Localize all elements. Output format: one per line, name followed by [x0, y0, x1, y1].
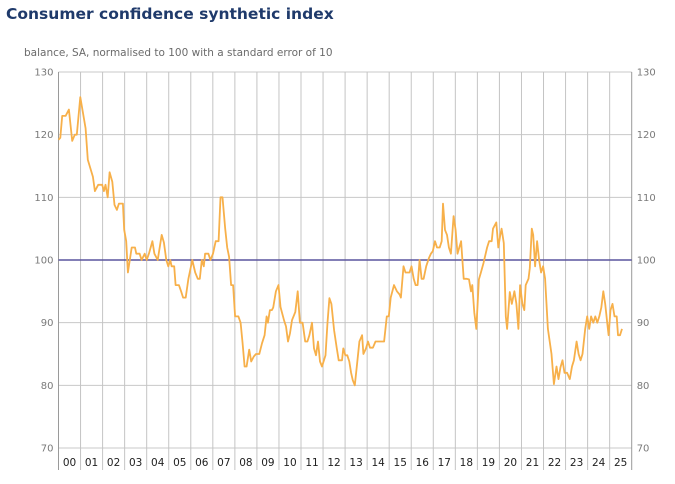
x-tick-label: 10	[283, 457, 296, 469]
chart-title: Consumer confidence synthetic index	[6, 5, 334, 23]
y-tick-label-right: 100	[637, 256, 656, 267]
y-tick-label-right: 120	[637, 130, 656, 141]
x-tick-label: 03	[129, 457, 142, 469]
grid	[58, 71, 633, 470]
x-tick-label: 12	[327, 457, 340, 469]
y-tick-label-left: 70	[41, 444, 54, 455]
x-tick-label: 22	[548, 457, 561, 469]
x-tick-label: 23	[570, 457, 583, 469]
y-tick-label-left: 90	[41, 318, 54, 329]
y-tick-label-right: 80	[637, 381, 650, 392]
series-line	[57, 96, 623, 387]
y-tick-label-right: 70	[637, 444, 650, 455]
x-tick-label: 18	[460, 457, 473, 469]
x-tick-label: 20	[504, 457, 517, 469]
x-tick-label: 21	[526, 457, 539, 469]
x-tick-label: 19	[482, 457, 495, 469]
x-tick-label: 07	[217, 457, 230, 469]
x-tick-label: 08	[239, 457, 252, 469]
y-tick-label-left: 110	[34, 193, 53, 204]
y-tick-label-left: 80	[41, 381, 54, 392]
y-tick-label-left: 100	[34, 256, 53, 267]
x-tick-label: 05	[173, 457, 186, 469]
x-tick-label: 06	[195, 457, 209, 469]
x-tick-label: 09	[261, 457, 274, 469]
x-tick-label: 14	[371, 457, 385, 469]
x-tick-label: 16	[416, 457, 430, 469]
y-tick-label-right: 110	[637, 193, 656, 204]
x-tick-label: 15	[394, 457, 407, 469]
x-tick-label: 24	[592, 457, 606, 469]
y-tick-label-left: 120	[34, 130, 53, 141]
y-tick-label-right: 130	[637, 68, 656, 79]
x-axis: 00 01 02 03 04 05 06 07 08 09 10 11 12 13 14 15 16 17 18 19…	[63, 457, 628, 469]
y-tick-label-left: 130	[34, 68, 53, 79]
y-axis-left: 70 80 90 100 110 120 130	[34, 68, 53, 455]
x-tick-label: 02	[107, 457, 120, 469]
x-tick-label: 04	[151, 457, 165, 469]
x-tick-label: 01	[85, 457, 98, 469]
chart-subtitle: balance, SA, normalised to 100 with a st…	[24, 47, 333, 59]
x-tick-label: 00	[63, 457, 76, 469]
y-axis-right: 70 80 90 100 110 120 130	[637, 68, 656, 455]
x-tick-label: 13	[349, 457, 362, 469]
x-tick-label: 11	[305, 457, 318, 469]
y-tick-label-right: 90	[637, 318, 650, 329]
x-tick-label: 25	[614, 457, 627, 469]
x-tick-label: 17	[438, 457, 451, 469]
